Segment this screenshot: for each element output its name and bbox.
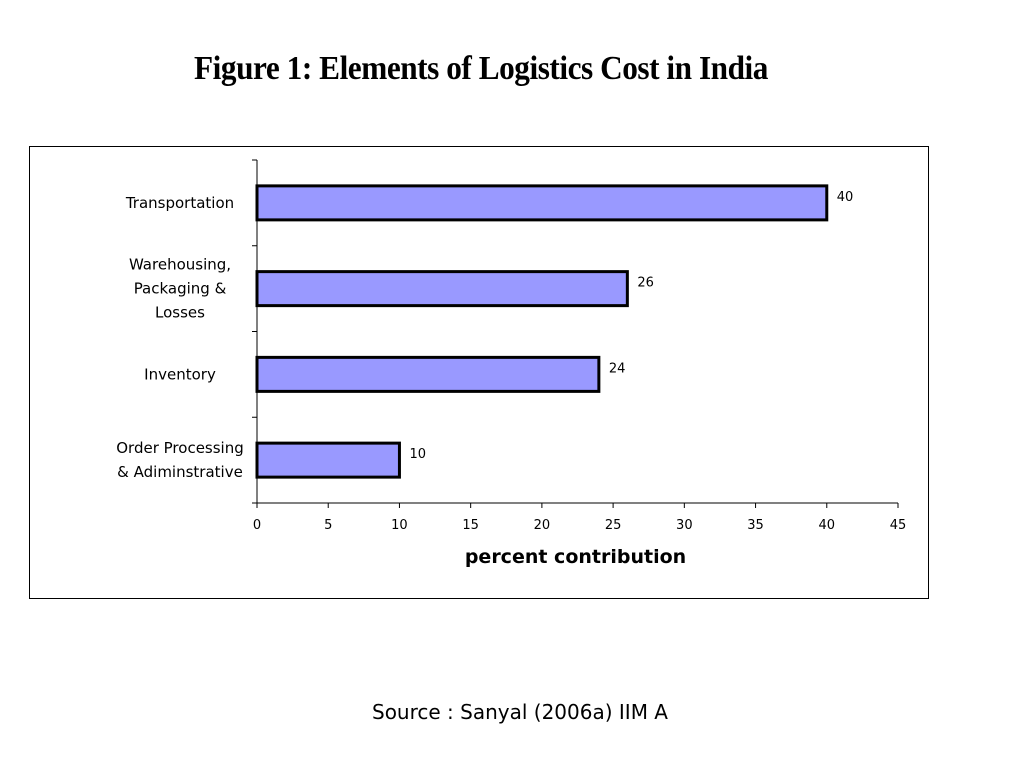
chart-area: 0 5 10 15 20 25 30 35 40 45 percent contribution 40… [29, 146, 929, 599]
x-axis-title: percent contribution [465, 546, 686, 568]
category-label: Inventory [144, 365, 216, 383]
category-label: Warehousing, [129, 256, 231, 274]
data-label: 24 [609, 361, 626, 376]
bar-chart: 0 5 10 15 20 25 30 35 40 45 percent contribution 40… [116, 159, 907, 568]
x-tick-label: 0 [253, 518, 261, 533]
x-tick-label: 25 [605, 518, 622, 533]
x-tick-label: 40 [819, 518, 836, 533]
data-label: 26 [637, 276, 654, 291]
source-caption: Source : Sanyal (2006a) IIM A [372, 700, 668, 724]
x-tick-label: 45 [890, 518, 907, 533]
bar [255, 355, 601, 393]
data-label: 10 [409, 447, 426, 462]
data-label: 40 [837, 190, 854, 205]
bar [255, 184, 829, 222]
figure-title: Figure 1: Elements of Logistics Cost in … [194, 50, 768, 87]
category-label: Packaging & [134, 280, 227, 298]
x-tick-label: 5 [324, 518, 332, 533]
x-tick-label: 15 [462, 518, 479, 533]
category-label: Order Processing [116, 439, 244, 457]
x-tick-label: 30 [676, 518, 693, 533]
bar [255, 441, 401, 479]
category-label: Transportation [125, 194, 234, 212]
category-label: & Adiminstrative [117, 463, 243, 481]
category-label: Losses [155, 304, 205, 322]
x-tick-label: 35 [747, 518, 764, 533]
x-tick-label: 20 [534, 518, 551, 533]
bar [255, 270, 629, 308]
x-tick-label: 10 [391, 518, 408, 533]
